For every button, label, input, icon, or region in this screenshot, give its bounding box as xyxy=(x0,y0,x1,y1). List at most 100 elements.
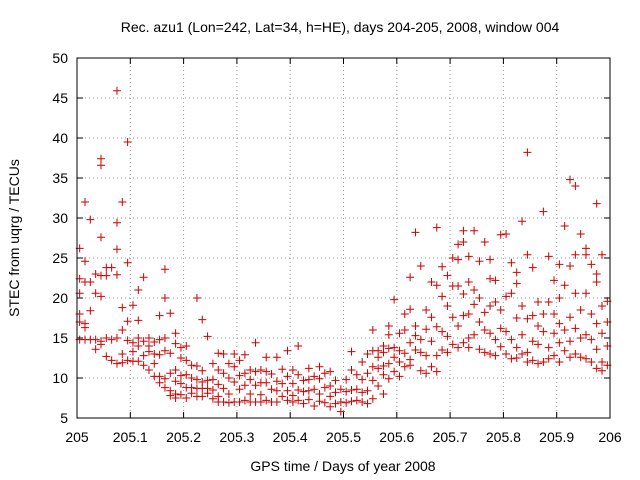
data-point xyxy=(390,367,399,376)
data-point xyxy=(454,255,463,264)
data-point xyxy=(379,362,388,370)
data-point xyxy=(294,370,303,379)
data-point xyxy=(539,310,548,318)
data-point xyxy=(582,289,591,298)
data-point xyxy=(582,250,591,259)
data-point xyxy=(566,353,575,362)
data-point xyxy=(480,348,489,357)
data-point xyxy=(144,334,153,342)
data-point xyxy=(438,292,447,301)
data-point xyxy=(91,289,100,298)
data-point xyxy=(395,329,404,338)
data-point xyxy=(395,372,404,381)
data-point xyxy=(368,394,377,403)
data-point xyxy=(256,390,265,399)
data-point xyxy=(528,263,537,272)
data-point xyxy=(91,345,100,354)
data-point xyxy=(507,354,516,363)
data-point xyxy=(523,348,532,357)
data-point xyxy=(379,390,388,398)
x-tick-label: 206 xyxy=(598,429,622,445)
data-point xyxy=(560,326,569,334)
data-point xyxy=(571,250,580,259)
data-point xyxy=(518,217,527,226)
data-point xyxy=(262,378,271,387)
data-point xyxy=(230,362,239,371)
data-point xyxy=(240,350,249,359)
data-point xyxy=(278,365,287,374)
data-point xyxy=(384,322,393,330)
data-point xyxy=(326,367,335,376)
data-point xyxy=(411,322,420,330)
data-point xyxy=(560,281,569,290)
data-point xyxy=(448,254,457,262)
data-point xyxy=(112,86,121,95)
y-tick-label: 40 xyxy=(52,130,68,146)
data-point xyxy=(416,348,425,357)
data-point xyxy=(123,258,132,267)
data-point xyxy=(576,230,585,238)
data-point xyxy=(448,340,457,349)
data-point xyxy=(112,270,121,279)
data-point xyxy=(203,389,212,398)
x-tick-label: 205.6 xyxy=(379,429,414,445)
data-point xyxy=(352,385,361,394)
data-point xyxy=(523,148,532,157)
data-point xyxy=(427,337,436,346)
data-point xyxy=(160,383,169,392)
data-point xyxy=(139,337,148,346)
data-point xyxy=(411,331,420,340)
data-point xyxy=(134,286,143,294)
data-point xyxy=(160,374,169,383)
data-point xyxy=(480,308,489,317)
data-point xyxy=(347,386,356,394)
data-point xyxy=(230,350,239,358)
data-point xyxy=(358,375,367,384)
data-point xyxy=(235,356,244,365)
data-point xyxy=(283,346,292,355)
data-point xyxy=(182,342,191,350)
data-point xyxy=(294,342,303,350)
data-point xyxy=(416,366,425,375)
data-point xyxy=(342,375,351,384)
data-point xyxy=(118,303,127,312)
data-point xyxy=(432,367,441,376)
y-tick-label: 15 xyxy=(52,330,68,346)
data-point xyxy=(219,350,228,358)
data-point xyxy=(182,370,191,379)
data-point xyxy=(496,342,505,351)
data-point xyxy=(208,386,217,394)
data-point xyxy=(112,359,121,368)
y-tick-label: 45 xyxy=(52,90,68,106)
data-point xyxy=(208,394,217,403)
data-point xyxy=(592,319,601,328)
data-point xyxy=(283,386,292,395)
data-point xyxy=(555,294,564,302)
data-point xyxy=(464,334,473,342)
data-point xyxy=(150,350,159,358)
data-point xyxy=(363,350,372,358)
data-point xyxy=(102,334,111,342)
data-point xyxy=(598,250,607,259)
data-point xyxy=(486,255,495,264)
data-point xyxy=(192,294,201,302)
data-point xyxy=(294,386,303,394)
data-point xyxy=(587,260,596,269)
data-point xyxy=(96,161,105,170)
data-point xyxy=(464,343,473,352)
data-point xyxy=(475,345,484,354)
data-point xyxy=(123,336,132,345)
data-point xyxy=(294,396,303,405)
data-point xyxy=(123,138,132,146)
x-tick-label: 205.9 xyxy=(539,429,574,445)
data-point xyxy=(278,392,287,401)
data-point xyxy=(576,334,585,342)
data-point xyxy=(310,385,319,394)
data-point xyxy=(368,376,377,385)
data-point xyxy=(438,262,447,271)
data-point xyxy=(166,391,175,400)
data-point xyxy=(96,340,105,349)
data-point xyxy=(480,326,489,334)
data-point xyxy=(432,281,441,290)
x-tick-label: 205.5 xyxy=(326,429,361,445)
